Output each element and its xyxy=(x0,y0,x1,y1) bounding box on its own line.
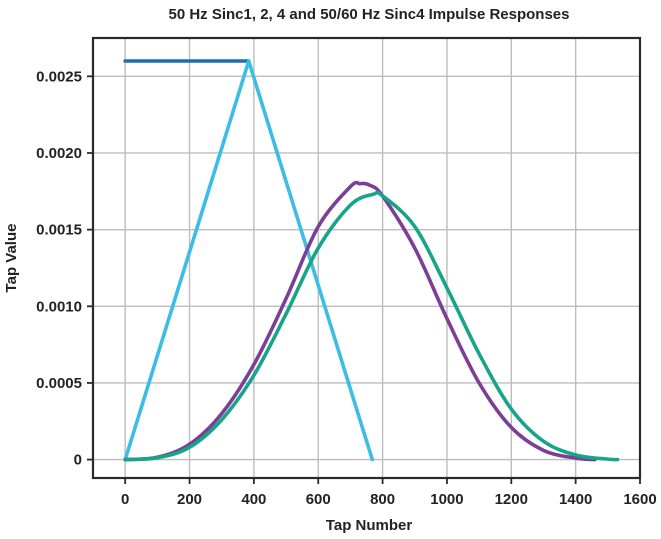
y-tick-label: 0.0020 xyxy=(36,145,82,162)
x-tick-label: 1000 xyxy=(430,491,463,508)
y-tick-label: 0.0010 xyxy=(36,298,82,315)
series-line-50-60-hz-sinc4 xyxy=(123,190,620,462)
x-tick-label: 0 xyxy=(121,491,129,508)
x-tick-label: 600 xyxy=(306,491,331,508)
x-axis-label: Tap Number xyxy=(326,517,413,534)
grid-lines xyxy=(93,38,641,478)
x-tick-label: 1600 xyxy=(623,491,656,508)
series-lines xyxy=(123,59,620,462)
x-tick-label: 400 xyxy=(241,491,266,508)
y-axis-label: Tap Value xyxy=(3,224,20,293)
y-tick-label: 0.0005 xyxy=(36,375,82,392)
x-tick-label: 1400 xyxy=(559,491,592,508)
chart-title: 50 Hz Sinc1, 2, 4 and 50/60 Hz Sinc4 Imp… xyxy=(168,6,569,23)
y-tick-label: 0 xyxy=(74,452,82,469)
series-line-50-hz-sinc4 xyxy=(123,180,597,462)
x-tick-label: 200 xyxy=(177,491,202,508)
plot-frame xyxy=(91,36,642,480)
axis-ticks xyxy=(87,75,641,484)
y-tick-label: 0.0025 xyxy=(36,68,82,85)
x-tick-label: 800 xyxy=(370,491,395,508)
x-tick-label: 1200 xyxy=(495,491,528,508)
y-tick-label: 0.0015 xyxy=(36,222,82,239)
series-line-50-hz-sinc2 xyxy=(123,59,375,462)
tick-labels: 0 200 400 600 800 1000 1200 1400 1600 0 0.0005 0.00… xyxy=(36,68,657,508)
